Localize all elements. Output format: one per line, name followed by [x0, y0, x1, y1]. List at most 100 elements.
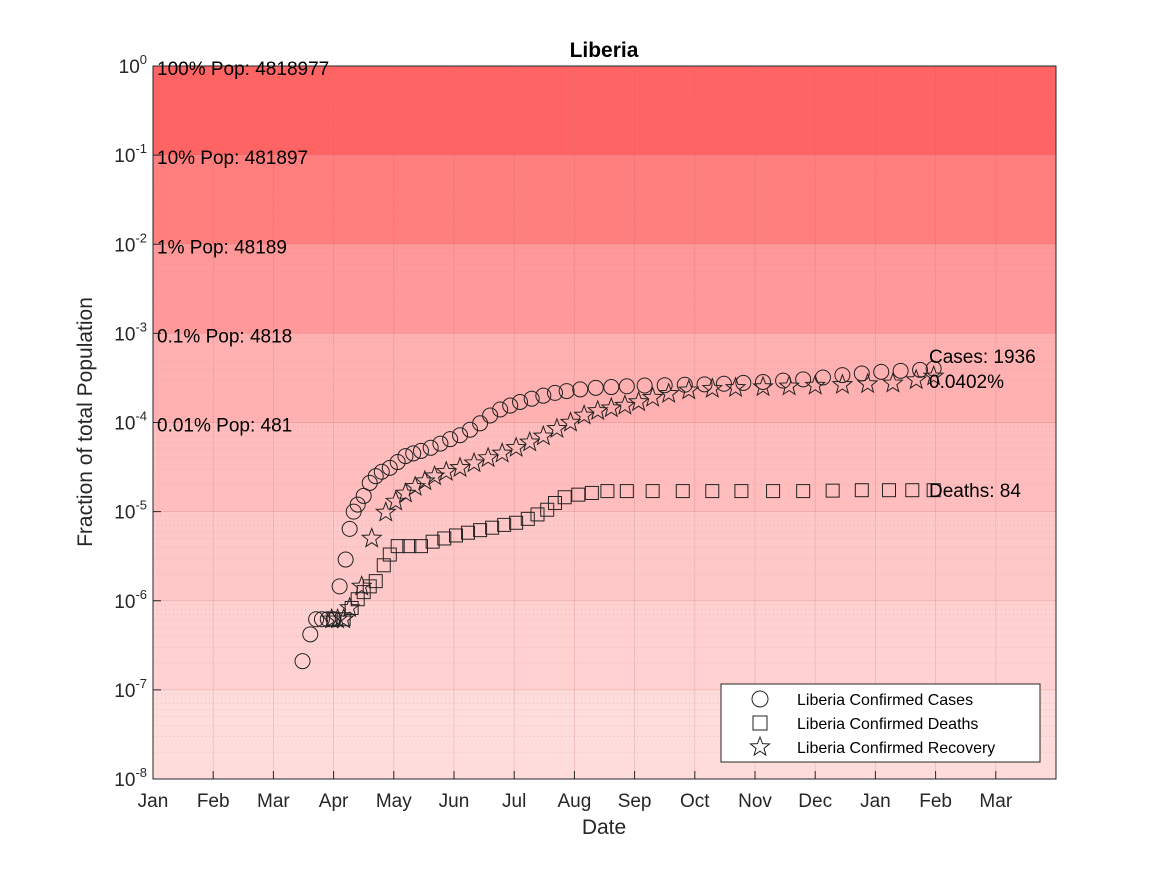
- deaths-point: [825, 483, 840, 498]
- x-tick-label: Oct: [680, 791, 710, 812]
- deaths-annotation: Deaths: 84: [929, 481, 1021, 502]
- band-label: 1% Pop: 48189: [157, 237, 287, 258]
- legend-square-marker: [752, 715, 768, 731]
- deaths-point: [881, 483, 896, 498]
- y-tick-label: 10-3: [114, 319, 147, 345]
- deaths-point: [368, 574, 383, 589]
- deaths-point: [473, 523, 488, 538]
- series-square: [326, 483, 941, 627]
- deaths-point: [530, 507, 545, 522]
- deaths-point: [619, 484, 634, 499]
- recovery-point: [463, 451, 485, 473]
- x-tick-label: Nov: [738, 791, 772, 812]
- recovery-point: [677, 378, 700, 400]
- population-band: [153, 244, 1056, 334]
- x-tick-label: Jul: [502, 791, 526, 812]
- cases-point: [294, 653, 311, 670]
- recovery-point: [532, 424, 555, 446]
- cases-point: [412, 442, 429, 459]
- cases-point: [603, 379, 620, 396]
- deaths-point: [449, 528, 464, 543]
- recovery-point: [491, 441, 514, 463]
- cases-point: [482, 407, 499, 424]
- y-axis-title: Fraction of total Population: [74, 297, 97, 547]
- recovery-point: [804, 374, 827, 395]
- cases-point: [618, 378, 635, 395]
- cases-point: [355, 487, 372, 504]
- cases-point: [873, 363, 890, 380]
- cases-point: [912, 361, 929, 378]
- y-tick-label: 10-7: [114, 676, 147, 702]
- recovery-point: [338, 596, 361, 618]
- recovery-point: [905, 368, 928, 390]
- recovery-point: [657, 382, 680, 404]
- deaths-point: [413, 539, 428, 554]
- deaths-point: [497, 517, 512, 532]
- deaths-point: [796, 484, 811, 499]
- cases-point: [381, 459, 398, 476]
- x-tick-label: Jun: [439, 791, 470, 812]
- cases-point: [512, 393, 529, 410]
- recovery-point: [701, 377, 724, 398]
- cases-point: [319, 611, 336, 628]
- cases-point: [492, 401, 509, 418]
- cases-point: [523, 390, 540, 407]
- x-tick-label: May: [376, 791, 412, 812]
- cases-point: [422, 439, 439, 456]
- cases-point: [834, 367, 851, 384]
- legend-label-deaths: Liberia Confirmed Deaths: [797, 716, 978, 733]
- cases-point: [546, 384, 563, 401]
- x-tick-label: Aug: [557, 791, 591, 812]
- recovery-point: [394, 482, 417, 503]
- recovery-point: [332, 607, 355, 629]
- recovery-point: [374, 500, 397, 522]
- cases-point: [472, 415, 489, 432]
- cases-point: [696, 376, 713, 393]
- y-tick-label: 100: [119, 52, 147, 78]
- legend-entry-recovery: Liberia Confirmed Recovery: [749, 735, 995, 757]
- x-tick-label: Apr: [319, 791, 349, 812]
- recovery-point: [414, 469, 436, 491]
- series-star: [320, 364, 945, 629]
- x-tick-label: Jan: [138, 791, 169, 812]
- x-tick-label: Mar: [257, 791, 290, 812]
- population-band: [153, 600, 1056, 690]
- x-tick-label: Mar: [979, 791, 1012, 812]
- cases-point: [892, 362, 909, 379]
- cases-point: [535, 387, 552, 404]
- deaths-point: [854, 483, 869, 498]
- recovery-point: [627, 390, 650, 412]
- cases-percent-annotation: 0.0402%: [929, 372, 1004, 393]
- band-label: 0.01% Pop: 481: [157, 416, 292, 437]
- deaths-point: [382, 547, 397, 562]
- cases-point: [432, 435, 449, 452]
- cases-point: [405, 445, 422, 462]
- cases-point: [795, 371, 812, 388]
- recovery-point: [831, 373, 854, 395]
- deaths-point: [557, 490, 572, 505]
- x-axis-title: Date: [582, 816, 626, 839]
- deaths-point: [547, 495, 562, 510]
- y-tick-label: 10-6: [114, 587, 147, 613]
- deaths-point: [425, 534, 440, 549]
- band-label: 100% Pop: 4818977: [157, 59, 329, 80]
- population-band: [153, 66, 1056, 156]
- cases-point: [337, 551, 354, 568]
- recovery-point: [614, 394, 636, 415]
- x-tick-label: Dec: [798, 791, 832, 812]
- deaths-point: [402, 539, 417, 554]
- cases-point: [313, 611, 330, 628]
- deaths-point: [766, 484, 781, 499]
- recovery-point: [384, 490, 407, 511]
- legend: Liberia Confirmed Cases Liberia Confirme…: [720, 683, 1041, 763]
- y-tick-label: 10-4: [114, 409, 147, 435]
- legend-label-recovery: Liberia Confirmed Recovery: [797, 740, 995, 757]
- y-tick-label: 10-1: [114, 141, 147, 167]
- cases-annotation: Cases: 1936: [929, 347, 1036, 368]
- recovery-point: [360, 527, 383, 548]
- series-circle: [294, 360, 942, 670]
- cases-point: [302, 626, 319, 643]
- cases-point: [735, 374, 752, 391]
- y-axis-ticks: 10-8 10-7 10-6 10-5 10-4 10-3 10-2 10-1 100: [114, 52, 161, 791]
